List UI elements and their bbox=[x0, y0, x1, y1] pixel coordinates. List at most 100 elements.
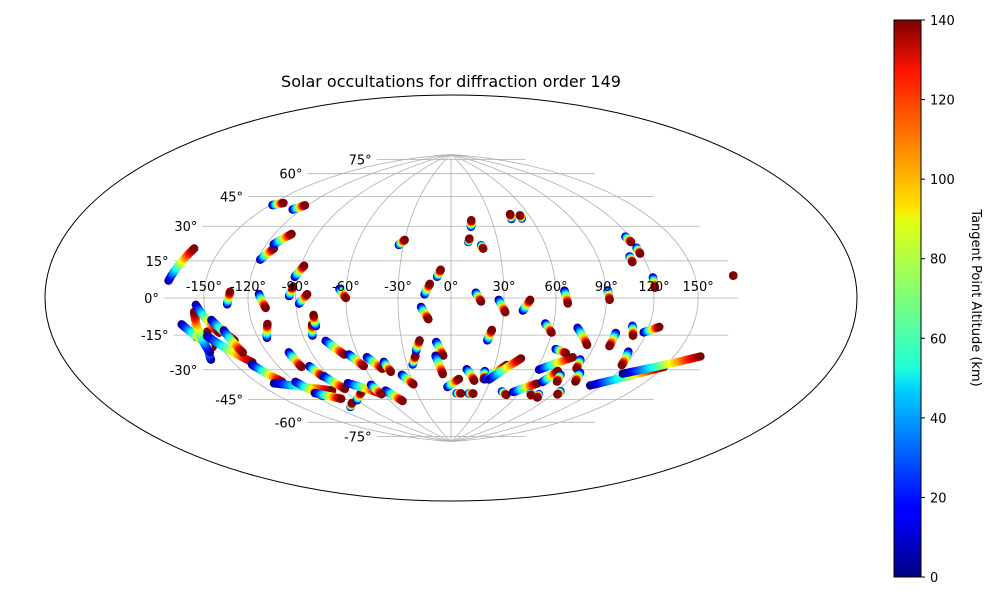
occultation-track bbox=[269, 229, 296, 249]
occultation-track bbox=[262, 319, 272, 343]
colorbar-tick-label: 80 bbox=[930, 253, 947, 268]
track-point bbox=[655, 322, 664, 332]
colorbar-tick-label: 60 bbox=[930, 332, 947, 347]
track-point bbox=[400, 235, 409, 245]
lat-tick-label: -45° bbox=[215, 394, 243, 409]
track-point bbox=[436, 265, 445, 274]
lon-tick-label: -90° bbox=[282, 280, 310, 295]
occultation-track bbox=[164, 244, 199, 285]
track-point bbox=[476, 297, 486, 306]
track-point bbox=[438, 369, 447, 379]
lon-tick-label: -60° bbox=[332, 280, 360, 295]
track-point bbox=[628, 331, 638, 340]
occultation-track bbox=[290, 261, 309, 282]
track-point bbox=[696, 352, 705, 361]
track-point bbox=[505, 209, 515, 219]
track-point bbox=[605, 295, 614, 305]
occultation-track bbox=[729, 271, 738, 280]
occultation-track bbox=[452, 389, 466, 398]
occultation-track bbox=[284, 282, 298, 301]
occultation-track bbox=[464, 389, 478, 398]
track-point bbox=[501, 308, 510, 317]
track-point bbox=[409, 380, 418, 389]
track-point bbox=[337, 394, 346, 403]
track-point bbox=[456, 389, 466, 398]
lat-tick-label: 45° bbox=[220, 191, 243, 206]
occultation-track bbox=[319, 372, 350, 394]
track-point bbox=[628, 258, 637, 267]
lat-tick-label: -15° bbox=[141, 329, 169, 344]
track-point bbox=[261, 303, 270, 313]
lon-tick-label: 150° bbox=[682, 280, 713, 295]
lon-tick-label: 0° bbox=[444, 280, 459, 295]
track-point bbox=[479, 244, 488, 253]
occultation-track bbox=[346, 398, 357, 412]
lon-tick-label: -150° bbox=[186, 280, 222, 295]
track-point bbox=[288, 282, 298, 291]
track-point bbox=[547, 328, 556, 337]
track-point bbox=[470, 376, 479, 385]
lat-tick-label: -60° bbox=[275, 416, 303, 431]
track-point bbox=[515, 211, 524, 220]
colorbar-tick-label: 140 bbox=[930, 14, 955, 29]
lon-tick-label: -120° bbox=[230, 280, 266, 295]
occultation-track bbox=[219, 326, 247, 357]
occultation-track bbox=[352, 388, 366, 405]
occultation-track bbox=[223, 287, 235, 309]
track-point bbox=[454, 374, 464, 384]
lon-tick-label: 30° bbox=[492, 280, 515, 295]
occultation-track bbox=[256, 244, 279, 264]
track-point bbox=[341, 293, 351, 303]
chart-title: Solar occultations for diffraction order… bbox=[281, 72, 621, 91]
lon-tick-label: 90° bbox=[595, 280, 618, 295]
track-point bbox=[563, 299, 573, 308]
track-point bbox=[487, 325, 497, 335]
occultation-track bbox=[628, 321, 638, 340]
occultation-track bbox=[381, 386, 407, 406]
occultation-track bbox=[268, 198, 288, 210]
colorbar-tick-label: 120 bbox=[930, 94, 955, 109]
track-point bbox=[469, 389, 478, 398]
lon-tick-label: 60° bbox=[545, 280, 568, 295]
lat-tick-label: -30° bbox=[170, 364, 198, 379]
track-point bbox=[359, 361, 368, 371]
track-point bbox=[465, 234, 474, 243]
lat-tick-label: -75° bbox=[344, 431, 372, 446]
colorbar-label: Tangent Point Altitude (km) bbox=[968, 208, 983, 386]
track-point bbox=[571, 377, 580, 386]
colorbar-tick-label: 0 bbox=[930, 571, 938, 586]
track-point bbox=[552, 377, 562, 386]
occultation-track bbox=[254, 289, 270, 313]
colorbar-ticks: 0 20 40 60 80 100 120 140 bbox=[921, 14, 955, 586]
occultation-track bbox=[294, 290, 312, 308]
track-point bbox=[516, 354, 526, 363]
track-point bbox=[238, 348, 247, 357]
lat-tick-label: 0° bbox=[144, 292, 159, 307]
track-point bbox=[263, 319, 272, 329]
track-point bbox=[425, 279, 435, 288]
lat-tick-label: 75° bbox=[349, 153, 372, 168]
track-point bbox=[309, 310, 318, 320]
lat-tick-label: 30° bbox=[174, 220, 197, 235]
colorbar-tick-label: 40 bbox=[930, 412, 947, 427]
track-point bbox=[533, 393, 542, 402]
track-point bbox=[377, 390, 386, 399]
occultation-track bbox=[284, 348, 306, 372]
track-point bbox=[467, 216, 476, 225]
track-point bbox=[279, 198, 288, 208]
track-point bbox=[424, 315, 433, 324]
colorbar-tick-label: 100 bbox=[930, 173, 955, 188]
track-point bbox=[617, 361, 626, 370]
track-point bbox=[605, 342, 614, 351]
track-point bbox=[729, 271, 738, 280]
occultation-track bbox=[288, 201, 310, 214]
track-point bbox=[386, 367, 396, 377]
track-point bbox=[297, 362, 306, 372]
lat-tick-label: 60° bbox=[279, 168, 302, 183]
track-point bbox=[561, 349, 571, 358]
track-point bbox=[415, 336, 424, 345]
occultation-track bbox=[310, 388, 346, 403]
lat-tick-label: 15° bbox=[146, 255, 169, 270]
lon-tick-label: 120° bbox=[638, 280, 669, 295]
